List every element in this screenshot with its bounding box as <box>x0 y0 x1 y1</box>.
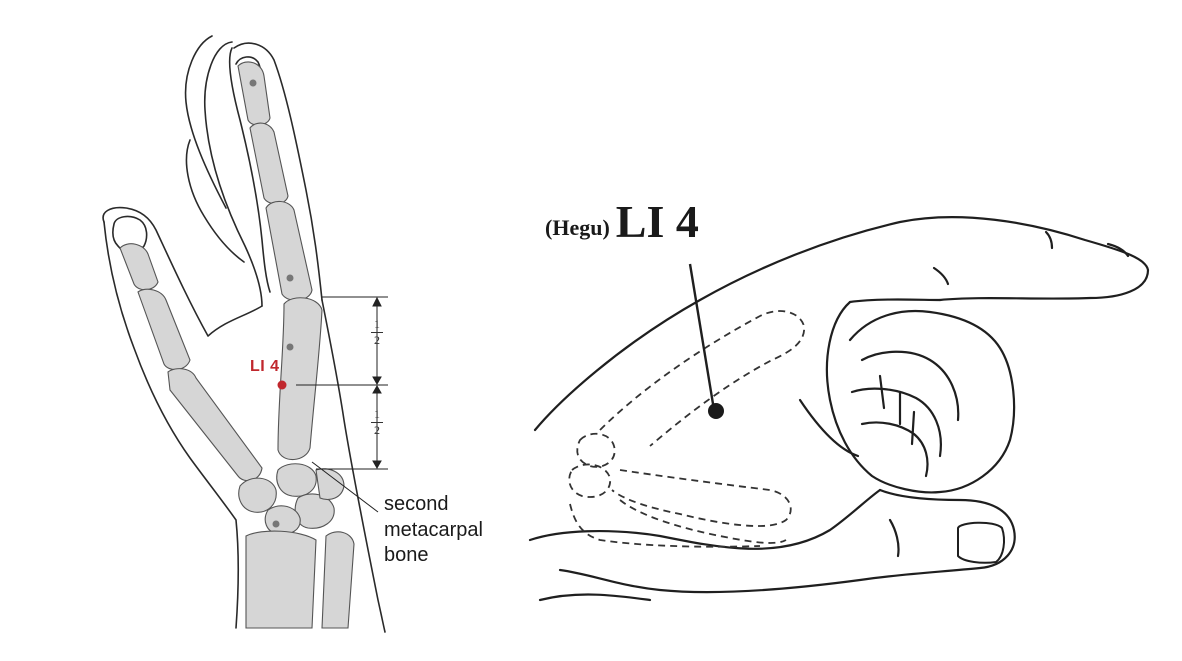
index-underside <box>848 298 942 304</box>
right-hand-figure <box>528 216 1150 602</box>
annotation-line-1: second <box>384 493 449 515</box>
hand-bones <box>119 61 355 629</box>
ulna-bone <box>321 531 355 629</box>
thumb-nail-right <box>957 521 1005 564</box>
hegu-title: (Hegu) LI 4 <box>545 195 699 248</box>
ref-dot <box>249 79 257 87</box>
metacarpal-dashed <box>599 310 805 447</box>
arrow-head <box>372 384 382 394</box>
hand-back-contour <box>321 299 386 633</box>
knuckle-crease <box>1044 230 1054 250</box>
distal-phalanx <box>237 61 271 126</box>
first-metacarpal <box>167 368 263 482</box>
hegu-name: (Hegu) <box>545 215 610 240</box>
carpal-bone-1 <box>238 477 277 513</box>
fraction-denominator: 2 <box>374 423 380 437</box>
finger-curl-1 <box>860 350 960 422</box>
li4-point-label: LI 4 <box>250 358 280 375</box>
thumb-nail <box>112 215 148 253</box>
index-finger-outline <box>233 42 323 301</box>
thumb-phalanx-dashed <box>619 499 787 544</box>
carpal-dashed-1 <box>576 432 616 468</box>
arrow-head <box>372 460 382 470</box>
left-hand-figure <box>102 35 386 633</box>
annotation-line-2: metacarpal <box>384 519 483 541</box>
hand-top-contour <box>533 216 1150 432</box>
right-hidden-bones <box>568 310 805 548</box>
carpal-dashed-2 <box>568 463 611 498</box>
back-finger-outline-2 <box>184 35 227 209</box>
fraction-denominator: 2 <box>374 333 380 347</box>
fraction-upper: 1 2 <box>369 318 385 347</box>
fraction-numerator: 1 <box>374 407 380 421</box>
thumb-outline <box>102 206 263 337</box>
arrow-head <box>372 296 382 307</box>
fraction-bar <box>371 332 383 333</box>
hegu-point-code: LI 4 <box>615 196 699 247</box>
ref-dot <box>286 274 294 282</box>
wrist-line <box>538 593 652 602</box>
carpal-bone-5 <box>315 468 345 501</box>
fraction-lower: 1 2 <box>369 408 385 437</box>
index-finger-inner <box>228 47 271 293</box>
fraction-numerator: 1 <box>374 317 380 331</box>
proximal-phalanx <box>265 200 313 301</box>
thumb-crease <box>888 518 900 558</box>
fraction-bar <box>371 422 383 423</box>
carpal-bone-4 <box>264 505 301 535</box>
thumb-underside <box>103 221 240 629</box>
palm-lower-contour <box>528 488 882 550</box>
li4-point-marker <box>277 380 287 390</box>
needle-pointer-line <box>688 263 716 411</box>
thumb-proximal <box>137 288 191 371</box>
finger-curl-2 <box>850 387 942 458</box>
back-finger-outline-3 <box>185 139 245 263</box>
measurement-guides <box>296 296 388 513</box>
arrow-head <box>372 376 382 386</box>
annotation-leader <box>311 461 379 513</box>
radius-bone <box>245 530 317 629</box>
lower-bone-dashed <box>569 503 761 548</box>
left-reference-dots <box>249 79 294 528</box>
middle-phalanx <box>249 122 289 205</box>
back-finger-outline <box>203 41 263 307</box>
thumb-contour <box>558 488 1016 594</box>
second-metacarpal <box>277 297 323 461</box>
ref-dot <box>286 343 294 351</box>
knuckle-crease-2 <box>932 266 950 286</box>
annotation-line-3: bone <box>384 544 429 566</box>
hegu-point-marker <box>708 403 724 419</box>
finger-curl-4 <box>878 374 916 446</box>
carpal-bone-2 <box>276 463 317 497</box>
finger-curl-3 <box>860 421 929 478</box>
palm-crease <box>798 398 860 458</box>
thumb-distal <box>119 243 159 291</box>
fingertip-crease <box>1106 242 1130 258</box>
curled-fingers-outer <box>825 300 1016 494</box>
ref-dot <box>272 520 280 528</box>
thumb-metacarpal-dashed <box>611 469 792 527</box>
